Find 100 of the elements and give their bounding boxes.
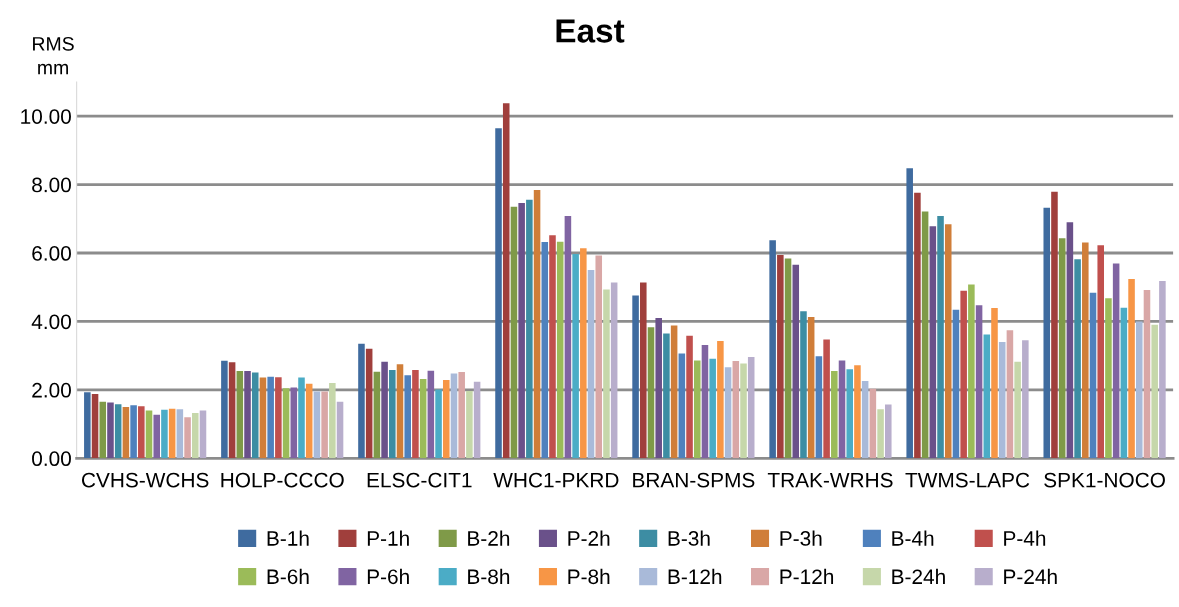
y-tick-label: 4.00 [31, 314, 71, 330]
bar [518, 203, 525, 459]
bar [1066, 222, 1074, 459]
bar [944, 224, 952, 459]
bar [298, 377, 305, 459]
bar [84, 392, 91, 459]
bar [1120, 307, 1128, 459]
bar [251, 372, 259, 459]
legend-label: B-12h [668, 568, 722, 584]
bar [466, 390, 473, 459]
bar [1074, 259, 1081, 459]
bar [267, 376, 274, 459]
bar [747, 357, 755, 459]
bar [473, 381, 481, 459]
bar [877, 409, 884, 459]
bar [556, 241, 564, 459]
bar [396, 364, 404, 459]
x-tick-label: ELSC-CIT1 [367, 472, 472, 488]
bar [921, 211, 929, 459]
bar [236, 371, 244, 459]
bar [1014, 361, 1021, 459]
bar [1082, 242, 1089, 459]
legend-label: B-3h [668, 530, 710, 546]
bar [885, 404, 892, 459]
bar [458, 372, 465, 459]
bar [199, 410, 207, 459]
bar [114, 404, 122, 459]
bar [358, 343, 365, 459]
bar [1006, 330, 1014, 459]
bar [869, 388, 877, 459]
bar [595, 255, 603, 459]
bar [838, 360, 846, 459]
legend-label: B-2h [468, 530, 510, 546]
bar [290, 387, 298, 459]
bar [99, 401, 107, 459]
bar [632, 295, 639, 459]
bar [854, 365, 861, 459]
bar [381, 361, 388, 459]
bar [800, 311, 807, 459]
bar [1112, 263, 1120, 459]
legend-label: B-8h [468, 568, 510, 585]
bar [1143, 289, 1151, 459]
bar [861, 380, 869, 459]
bar [282, 388, 290, 459]
bar [1051, 191, 1058, 459]
bar [533, 190, 541, 459]
bar [655, 318, 662, 459]
bar [777, 255, 784, 459]
bar [192, 413, 199, 459]
bar [549, 235, 556, 459]
bar [906, 168, 913, 459]
bar [442, 379, 450, 459]
bar [161, 409, 168, 459]
legend-label: P-24h [1004, 568, 1057, 584]
bar [259, 377, 267, 459]
bar [647, 327, 655, 459]
bar [580, 248, 587, 459]
bar [769, 240, 776, 459]
bar [389, 370, 396, 459]
y-axis-title: RMS mm [33, 36, 74, 75]
bar [107, 402, 114, 459]
bar [975, 305, 983, 459]
bar [145, 410, 153, 459]
x-tick-label: TRAK-WRHS [767, 472, 893, 488]
bar [724, 367, 732, 459]
bar [815, 356, 823, 459]
bar [587, 270, 595, 459]
bar [929, 226, 937, 459]
bar [495, 128, 502, 459]
bar [686, 335, 693, 459]
bar [1159, 281, 1166, 459]
legend-label: P-3h [780, 530, 822, 546]
legend-label: P-4h [1004, 530, 1046, 546]
bar [564, 216, 572, 459]
x-tick-label: HOLP-CCCO [221, 472, 344, 488]
bar [184, 417, 191, 459]
bar [502, 103, 510, 459]
bar [640, 282, 647, 459]
bar [336, 401, 344, 459]
bar [991, 308, 998, 459]
bar [427, 370, 435, 459]
bar [244, 371, 251, 459]
legend-label: B-4h [892, 530, 934, 546]
bar [1043, 207, 1051, 459]
bar [526, 199, 533, 459]
bar [792, 264, 800, 459]
x-tick-label: BRAN-SPMS [633, 472, 755, 488]
bar [329, 383, 336, 459]
legend-label: P-12h [780, 568, 834, 584]
bar [541, 242, 549, 459]
bar [176, 409, 184, 459]
bar [275, 377, 282, 459]
bar [228, 362, 236, 459]
bar [937, 216, 944, 459]
bar [221, 360, 228, 459]
bar [373, 371, 381, 459]
bar [784, 258, 792, 459]
legend-label: P-6h [367, 568, 409, 585]
bar [701, 345, 709, 459]
legend-label: B-1h [267, 530, 309, 546]
